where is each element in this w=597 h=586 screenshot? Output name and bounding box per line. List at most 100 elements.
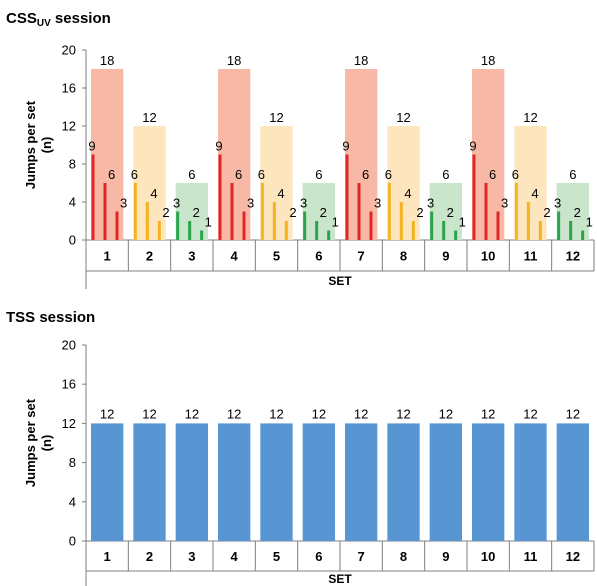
chart2-bar bbox=[302, 423, 335, 541]
chart1-x-tick-label: 5 bbox=[273, 249, 280, 264]
chart1-sub-bar-label: 4 bbox=[531, 186, 538, 201]
chart1-x-tick-label: 10 bbox=[481, 249, 495, 264]
chart2-title-main: TSS session bbox=[6, 309, 96, 326]
chart1-sub-bar-label: 9 bbox=[469, 139, 476, 154]
chart1-bar-value-label: 12 bbox=[396, 110, 410, 125]
chart1-sub-bar-label: 3 bbox=[427, 196, 434, 211]
chart2-bar-value-label: 12 bbox=[312, 406, 326, 421]
chart2-bar-value-label: 12 bbox=[396, 406, 410, 421]
chart1-title-main: CSS bbox=[6, 10, 37, 27]
chart1-sub-bar-label: 9 bbox=[342, 139, 349, 154]
chart1-title: CSSUV session bbox=[6, 10, 111, 29]
chart1-sub-bar-label: 2 bbox=[320, 205, 327, 220]
chart1-sub-bar-label: 3 bbox=[120, 196, 127, 211]
chart1-sub-bar-label: 2 bbox=[289, 205, 296, 220]
chart1-sub-bar-label: 2 bbox=[416, 205, 423, 220]
chart1-sub-bar-label: 2 bbox=[447, 205, 454, 220]
chart1-sub-bar-label: 6 bbox=[385, 167, 392, 182]
chart2-bar-value-label: 12 bbox=[227, 406, 241, 421]
chart1-title-rest: session bbox=[50, 10, 111, 27]
chart1-sub-bar-label: 2 bbox=[162, 205, 169, 220]
chart1-sub-bar-label: 3 bbox=[374, 196, 381, 211]
chart1-bar-value-label: 18 bbox=[227, 53, 241, 68]
chart2-bar-value-label: 12 bbox=[523, 406, 537, 421]
chart2-bar-value-label: 12 bbox=[439, 406, 453, 421]
chart2-x-tick-label: 1 bbox=[104, 549, 111, 564]
chart1-y-axis-label: Jumps per set bbox=[23, 100, 38, 189]
chart1-sub-bar-label: 3 bbox=[300, 196, 307, 211]
chart2-bar-value-label: 12 bbox=[566, 406, 580, 421]
chart1-bar-value-label: 6 bbox=[442, 167, 449, 182]
chart2-bar-value-label: 12 bbox=[481, 406, 495, 421]
chart1-bar-value-label: 18 bbox=[100, 53, 114, 68]
chart1-x-tick-label: 6 bbox=[315, 249, 322, 264]
chart1-x-axis-label: SET bbox=[328, 274, 352, 288]
chart1-y-tick-label: 4 bbox=[69, 195, 76, 210]
chart2-x-tick-label: 5 bbox=[273, 549, 280, 564]
chart2-x-tick-label: 12 bbox=[566, 549, 580, 564]
chart2-y-axis-label-units: (n) bbox=[39, 435, 54, 452]
chart1-bar-value-label: 6 bbox=[315, 167, 322, 182]
chart2-x-tick-label: 9 bbox=[442, 549, 449, 564]
chart2-x-tick-label: 8 bbox=[400, 549, 407, 564]
chart2-y-tick-label: 0 bbox=[69, 534, 76, 549]
chart1-sub-bar-label: 4 bbox=[277, 186, 284, 201]
chart1-x-tick-label: 4 bbox=[231, 249, 239, 264]
chart1-y-axis-label-units: (n) bbox=[39, 137, 54, 154]
chart2-x-axis-label: SET bbox=[328, 572, 352, 586]
chart1-bar-value-label: 6 bbox=[569, 167, 576, 182]
chart1-sub-bar-label: 9 bbox=[88, 139, 95, 154]
chart2-y-tick-label: 20 bbox=[62, 338, 76, 353]
chart1-sub-bar-label: 6 bbox=[489, 167, 496, 182]
chart1-x-tick-label: 7 bbox=[358, 249, 365, 264]
chart1-sub-bar-label: 6 bbox=[512, 167, 519, 182]
chart2-bar bbox=[260, 423, 293, 541]
chart2-bar bbox=[175, 423, 208, 541]
chart1-bar-value-label: 18 bbox=[354, 53, 368, 68]
chart2-bar bbox=[556, 423, 589, 541]
chart2-y-axis-label: Jumps per set bbox=[23, 398, 38, 487]
chart1-x-tick-label: 2 bbox=[146, 249, 153, 264]
chart2-x-tick-label: 2 bbox=[146, 549, 153, 564]
chart2-x-tick-label: 7 bbox=[358, 549, 365, 564]
chart1-sub-bar-label: 6 bbox=[108, 167, 115, 182]
chart2-title: TSS session bbox=[6, 309, 95, 326]
chart2-bar-value-label: 12 bbox=[354, 406, 368, 421]
chart1-sub-bar-label: 1 bbox=[205, 215, 212, 230]
chart2-bar bbox=[472, 423, 505, 541]
chart1-x-tick-label: 9 bbox=[442, 249, 449, 264]
chart1-bar-value-label: 18 bbox=[481, 53, 495, 68]
chart2-bar bbox=[514, 423, 547, 541]
chart1-sub-bar-label: 3 bbox=[247, 196, 254, 211]
chart2-x-tick-label: 10 bbox=[481, 549, 495, 564]
chart2-bar bbox=[218, 423, 251, 541]
chart1-x-tick-label: 3 bbox=[188, 249, 195, 264]
chart2-x-tick-label: 11 bbox=[524, 549, 538, 564]
chart1-sub-bar-label: 3 bbox=[501, 196, 508, 211]
chart1-bar-value-label: 6 bbox=[188, 167, 195, 182]
chart1-y-tick-label: 0 bbox=[69, 233, 76, 248]
chart1-sub-bar-label: 2 bbox=[543, 205, 550, 220]
chart1-y-tick-label: 12 bbox=[62, 119, 76, 134]
chart2-bar bbox=[429, 423, 462, 541]
chart1-sub-bar-label: 9 bbox=[215, 139, 222, 154]
chart2-x-tick-label: 3 bbox=[188, 549, 195, 564]
chart1-bar-value-label: 12 bbox=[523, 110, 537, 125]
chart2-bar-value-label: 12 bbox=[185, 406, 199, 421]
chart2-bar-value-label: 12 bbox=[269, 406, 283, 421]
chart1-sub-bar-label: 2 bbox=[193, 205, 200, 220]
chart1-sub-bar-label: 6 bbox=[235, 167, 242, 182]
chart1-sub-bar-label: 2 bbox=[574, 205, 581, 220]
chart1-x-tick-label: 12 bbox=[566, 249, 580, 264]
chart1-sub-bar-label: 1 bbox=[459, 215, 466, 230]
chart1-sub-bar-label: 1 bbox=[586, 215, 593, 230]
chart1-sub-bar-label: 6 bbox=[131, 167, 138, 182]
chart1-bar-value-label: 12 bbox=[142, 110, 156, 125]
chart1-sub-bar-label: 6 bbox=[258, 167, 265, 182]
chart1-sub-bar-label: 3 bbox=[554, 196, 561, 211]
chart2-bar-value-label: 12 bbox=[142, 406, 156, 421]
chart2-bar bbox=[387, 423, 420, 541]
chart2-x-tick-label: 6 bbox=[315, 549, 322, 564]
chart1-sub-bar-label: 3 bbox=[173, 196, 180, 211]
chart1-title-sub: UV bbox=[36, 18, 51, 29]
